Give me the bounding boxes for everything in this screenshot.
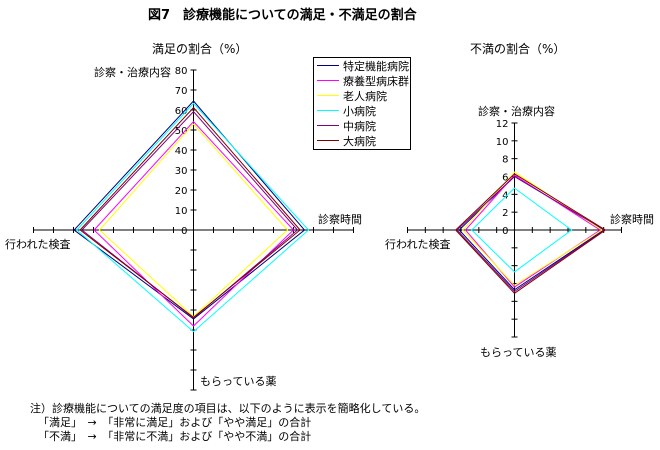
legend-item: 大病院 xyxy=(314,133,410,148)
series-療養型病床群 xyxy=(464,174,602,288)
tick-label: 80 xyxy=(175,66,188,77)
series-特定機能病院 xyxy=(458,175,605,291)
legend-swatch xyxy=(317,125,339,126)
legend-swatch xyxy=(317,110,339,111)
axis-label-treatment: 診察・治療内容 xyxy=(478,105,555,118)
legend: 特定機能病院 療養型病床群 老人病院 小病院 中病院 大病院 xyxy=(313,57,411,150)
legend-item: 老人病院 xyxy=(314,88,410,103)
legend-swatch xyxy=(317,140,339,141)
legend-item: 中病院 xyxy=(314,118,410,133)
series-小病院 xyxy=(470,187,573,273)
axis-label-time: 診察時間 xyxy=(610,213,654,226)
axis-label-exam: 行われた検査 xyxy=(5,238,71,251)
legend-label: 中病院 xyxy=(343,119,376,133)
tick-label: 10 xyxy=(175,206,188,217)
chart-title-dissatisfaction: 不満の割合（%） xyxy=(470,42,566,56)
legend-item: 小病院 xyxy=(314,103,410,118)
tick-label: 2 xyxy=(502,208,508,219)
series-中病院 xyxy=(456,175,606,293)
series-老人病院 xyxy=(98,123,289,318)
tick-label: 0 xyxy=(181,226,187,237)
axis-label-medicine: もらっている薬 xyxy=(480,346,557,359)
legend-swatch xyxy=(317,80,339,81)
axis-label-medicine: もらっている薬 xyxy=(200,375,277,388)
tick-label: 4 xyxy=(502,190,508,201)
tick-label: 30 xyxy=(175,166,188,177)
tick-label: 20 xyxy=(175,186,188,197)
note-line: 「不満」 → 「非常に不満」および「やや不満」の合計 xyxy=(38,430,312,443)
tick-label: 8 xyxy=(502,155,508,166)
tick-label: 50 xyxy=(175,126,188,137)
axis-label-treatment: 診察・治療内容 xyxy=(94,66,171,79)
tick-label: 6 xyxy=(502,173,508,184)
axis-label-time: 診察時間 xyxy=(318,213,362,226)
legend-label: 小病院 xyxy=(343,104,376,118)
chart-title-satisfaction: 満足の割合（%） xyxy=(152,42,248,56)
legend-item: 特定機能病院 xyxy=(314,58,410,73)
legend-label: 大病院 xyxy=(343,134,376,148)
tick-label: 70 xyxy=(175,86,188,97)
note-line: 注）診療機能についての満足度の項目は、以下のように表示を簡略化している。 xyxy=(30,402,426,415)
figure-title: 図7 診療機能についての満足・不満足の割合 xyxy=(148,8,417,23)
tick-label: 60 xyxy=(175,106,188,117)
series-小病院 xyxy=(76,102,310,333)
legend-swatch xyxy=(317,95,339,96)
axis-label-exam: 行われた検査 xyxy=(385,238,451,251)
legend-label: 療養型病床群 xyxy=(343,74,409,88)
legend-label: 老人病院 xyxy=(343,89,387,103)
note-line: 「満足」 → 「非常に満足」および「やや満足」の合計 xyxy=(38,416,312,429)
series-療養型病床群 xyxy=(93,120,295,327)
series-大病院 xyxy=(79,106,301,319)
legend-label: 特定機能病院 xyxy=(343,59,409,73)
tick-label: 40 xyxy=(175,146,188,157)
series-中病院 xyxy=(81,110,299,319)
legend-item: 療養型病床群 xyxy=(314,73,410,88)
notes: 注）診療機能についての満足度の項目は、以下のように表示を簡略化している。 「満足… xyxy=(30,402,425,444)
tick-label: 12 xyxy=(496,119,509,130)
series-特定機能病院 xyxy=(73,100,306,320)
legend-swatch xyxy=(317,65,339,66)
series-大病院 xyxy=(454,173,607,294)
tick-label: 10 xyxy=(496,137,509,148)
tick-label: 0 xyxy=(502,226,508,237)
